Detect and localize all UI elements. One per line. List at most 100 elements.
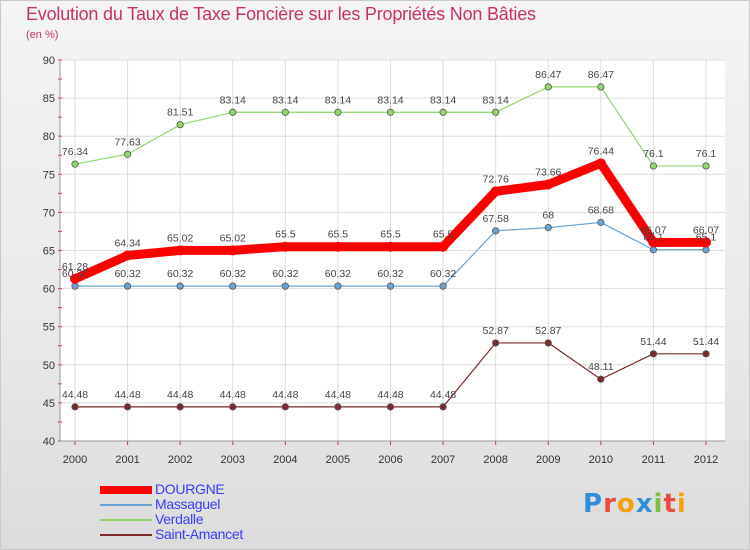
- data-point: [386, 108, 395, 116]
- data-label: 44.48: [114, 389, 140, 401]
- data-point: [123, 403, 132, 411]
- data-point: [544, 83, 552, 91]
- data-point: [492, 339, 500, 347]
- data-point: [122, 250, 133, 261]
- data-point: [544, 339, 552, 347]
- data-point: [281, 403, 289, 411]
- data-point: [386, 403, 395, 411]
- data-point: [386, 282, 395, 290]
- legend-swatch-verdalle: [100, 519, 152, 521]
- y-tick-label: 80: [43, 131, 55, 143]
- data-label: 72.76: [483, 173, 509, 185]
- data-label: 65.5: [328, 229, 349, 241]
- data-point: [702, 162, 710, 170]
- data-point: [332, 241, 343, 252]
- logo-letter: t: [663, 489, 677, 519]
- data-point: [71, 282, 79, 290]
- data-label: 76.34: [62, 146, 88, 158]
- data-label: 61.28: [62, 261, 88, 273]
- data-label: 66.07: [693, 224, 719, 236]
- data-label: 73.66: [535, 167, 561, 179]
- y-tick-label: 40: [43, 436, 55, 448]
- y-tick-label: 60: [43, 284, 55, 296]
- data-label-layer: 44.48 44.48 44.48 44.48 44.48 44.48 44.48 44.48…: [62, 69, 719, 401]
- x-tick-label: 2000: [63, 454, 87, 466]
- data-label: 44.48: [167, 389, 193, 401]
- data-label: 83.14: [377, 94, 403, 106]
- y-tick-label: 90: [43, 55, 55, 67]
- data-point: [490, 186, 501, 197]
- data-point: [229, 282, 237, 290]
- legend-label-massaguel: Massaguel: [155, 496, 221, 512]
- data-point: [227, 245, 238, 256]
- data-label: 52.87: [483, 325, 509, 337]
- data-point: [123, 150, 132, 158]
- data-label: 76.1: [696, 148, 717, 160]
- data-label: 44.48: [325, 389, 351, 401]
- data-label: 65.02: [167, 232, 193, 244]
- x-tick-label: 2006: [378, 454, 402, 466]
- data-point: [648, 237, 659, 248]
- legend-swatch-dourgne: [100, 486, 152, 494]
- data-label: 83.14: [272, 94, 298, 106]
- data-point: [439, 108, 447, 116]
- x-tick-label: 2005: [326, 454, 350, 466]
- data-label: 86.47: [588, 69, 614, 81]
- x-tick-label: 2010: [589, 454, 613, 466]
- data-point: [597, 375, 605, 383]
- data-point: [280, 241, 291, 252]
- data-point: [492, 108, 500, 116]
- data-label: 83.14: [220, 94, 246, 106]
- data-label: 65.1: [696, 232, 717, 244]
- data-label: 44.48: [430, 389, 456, 401]
- y-tick-label: 75: [43, 169, 55, 181]
- data-point: [597, 83, 605, 91]
- logo-letter: P: [583, 489, 604, 519]
- x-tick-label: 2009: [536, 454, 560, 466]
- data-label: 44.48: [62, 389, 88, 401]
- data-point: [176, 121, 184, 129]
- data-label: 76.44: [588, 145, 614, 157]
- data-label: 83.14: [483, 94, 509, 106]
- data-point: [334, 108, 342, 116]
- data-point: [597, 218, 605, 227]
- data-point: [595, 158, 606, 169]
- data-label: 76.1: [643, 148, 664, 160]
- data-label: 60.32: [272, 268, 298, 280]
- data-label: 81.51: [167, 107, 193, 119]
- data-label: 60.32: [325, 268, 351, 280]
- data-label: 67.58: [483, 213, 509, 225]
- data-label: 60.32: [114, 268, 140, 280]
- data-point: [702, 246, 710, 254]
- x-tick-label: 2012: [694, 454, 718, 466]
- chart-subtitle: (en %): [26, 29, 59, 41]
- logo-letter: r: [603, 489, 617, 519]
- data-point: [229, 108, 237, 116]
- series-layer: [70, 83, 711, 411]
- y-tick-label: 55: [43, 322, 55, 334]
- data-point: [439, 282, 447, 290]
- data-label: 51.44: [640, 336, 666, 348]
- logo-letter: i: [653, 489, 664, 519]
- logo-letter: x: [635, 489, 654, 519]
- data-label: 65.5: [433, 229, 454, 241]
- data-label: 77.63: [114, 136, 140, 148]
- data-point: [649, 162, 658, 170]
- legend-label-verdalle: Verdalle: [155, 511, 204, 527]
- logo-letter: i: [676, 489, 687, 519]
- x-tick-label: 2002: [168, 454, 192, 466]
- y-tick-label: 85: [43, 93, 55, 105]
- data-label: 83.14: [325, 94, 351, 106]
- data-point: [71, 160, 79, 168]
- data-point: [70, 273, 80, 284]
- data-point: [229, 403, 237, 411]
- data-label: 60.32: [430, 268, 456, 280]
- chart-title: Evolution du Taux de Taxe Foncière sur l…: [26, 4, 536, 24]
- proxiti-logo: Proxiti: [583, 489, 687, 519]
- data-point: [702, 350, 710, 358]
- data-point: [492, 227, 500, 235]
- data-label: 52.87: [535, 325, 561, 337]
- data-point: [281, 108, 289, 116]
- x-tick-label: 2008: [483, 454, 507, 466]
